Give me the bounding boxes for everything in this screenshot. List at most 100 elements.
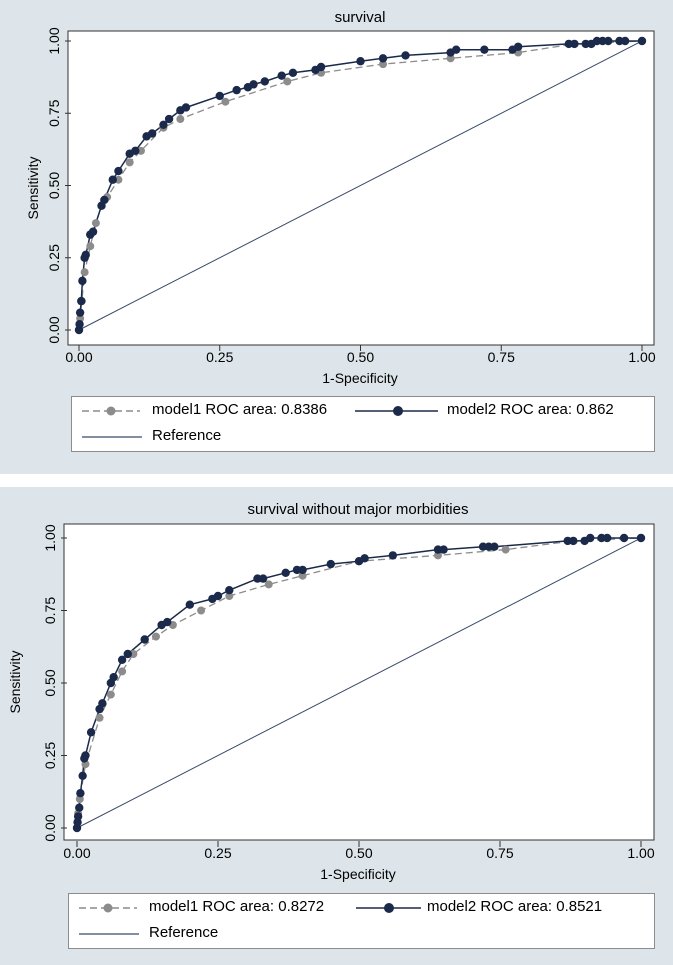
series-point-model2	[316, 62, 326, 72]
y-tick-label: 1.00	[46, 27, 62, 54]
series-point-model1	[106, 690, 115, 699]
series-point-model2	[100, 195, 109, 205]
series-point-model2	[185, 600, 194, 609]
x-tick-label: 0.00	[65, 349, 92, 365]
series-point-model2	[81, 250, 90, 260]
series-point-model2	[356, 57, 365, 66]
series-point-model2	[249, 80, 258, 89]
legend-model1-label: model1 ROC area: 0.8386	[152, 401, 328, 418]
y-tick-label: 1.00	[42, 524, 58, 551]
series-point-model2	[490, 542, 499, 551]
series-point-model1	[176, 115, 185, 124]
series-point-model2	[114, 166, 123, 176]
x-tick-label: 1.00	[627, 845, 654, 861]
series-point-model2	[298, 565, 307, 575]
x-tick-label: 0.75	[488, 349, 515, 365]
plot-markers	[74, 36, 647, 335]
series-point-model1	[91, 219, 100, 228]
series-point-model2	[81, 751, 90, 760]
series-point-model2	[76, 789, 85, 798]
legend-reference-label: Reference	[149, 924, 219, 941]
series-point-model1	[264, 580, 273, 589]
series-point-model1	[379, 60, 388, 69]
y-tick-label: 0.75	[42, 597, 58, 624]
series-point-model1	[95, 713, 104, 722]
series-point-model2	[604, 36, 613, 46]
series-point-model1	[298, 571, 307, 580]
x-tick-label: 0.50	[345, 845, 372, 861]
series-point-model2	[570, 39, 579, 49]
series-line-reference	[76, 537, 642, 829]
y-tick-label: 0.00	[42, 814, 58, 841]
series-point-model2	[258, 574, 268, 583]
series-point-model1	[283, 77, 292, 86]
series-point-model2	[77, 296, 86, 306]
series-point-model1	[151, 632, 160, 641]
series-point-model2	[569, 536, 578, 546]
series-line-model1	[78, 40, 643, 331]
series-point-model1	[197, 606, 206, 615]
series-line-reference	[78, 40, 643, 331]
series-point-model2	[388, 551, 398, 560]
y-tick-label: 0.50	[46, 172, 62, 199]
series-point-model2	[75, 320, 84, 329]
x-axis-label: 1-Specificity	[322, 370, 397, 386]
series-point-model2	[131, 146, 140, 156]
series-point-model2	[108, 175, 117, 184]
series-point-model2	[117, 655, 127, 664]
series-point-model2	[98, 699, 107, 708]
x-axis-label: 1-Specificity	[320, 866, 395, 882]
series-point-model2	[452, 45, 461, 54]
series-point-model2	[260, 77, 269, 86]
series-point-model2	[213, 591, 223, 601]
x-tick-label: 0.25	[206, 349, 233, 365]
axis-ticks: 0.00 0.25 0.50 0.75 1.00 0.00 0.25 0.50 0.75 1.00	[46, 27, 656, 365]
series-point-model2	[181, 103, 191, 112]
chart-panel-survival: survival 0.00 0.25 0.50 0.75 1.00 0.00 0.25 0.5…	[0, 0, 673, 474]
y-tick-label: 0.75	[46, 99, 62, 126]
legend-model2-label: model2 ROC area: 0.862	[447, 401, 614, 418]
series-point-model2	[75, 308, 85, 317]
legend: model1 ROC area: 0.8272 model2 ROC area:…	[68, 893, 655, 949]
legend-model2-label: model2 ROC area: 0.8521	[427, 898, 603, 915]
y-tick-label: 0.25	[46, 244, 62, 271]
series-point-model2	[159, 120, 168, 130]
y-tick-label: 0.00	[46, 316, 62, 343]
y-axis-label: Sensitivity	[25, 156, 41, 219]
series-point-model2	[360, 554, 369, 563]
x-tick-label: 1.00	[628, 349, 655, 365]
series-point-model2	[163, 617, 172, 627]
y-tick-label: 0.50	[42, 669, 58, 696]
roc-chart-survival: survival 0.00 0.25 0.50 0.75 1.00 0.00 0.25 0.5…	[25, 9, 656, 386]
series-point-model2	[620, 36, 630, 46]
series-point-model2	[513, 42, 523, 51]
series-point-model2	[86, 728, 96, 737]
series-point-model1	[221, 97, 230, 106]
plot-area	[63, 523, 655, 841]
legend-model1-marker	[103, 903, 113, 913]
legend-model1-label: model1 ROC area: 0.8272	[149, 898, 325, 915]
series-point-model2	[147, 129, 157, 138]
series-point-model2	[619, 533, 629, 543]
series-point-model2	[277, 71, 286, 80]
series-point-model2	[232, 85, 241, 95]
plot-area	[67, 30, 655, 346]
x-tick-label: 0.50	[347, 349, 374, 365]
y-axis-label: Sensitivity	[7, 650, 23, 713]
series-point-model2	[88, 227, 98, 236]
series-point-model2	[636, 533, 646, 543]
series-point-model2	[78, 276, 87, 286]
x-tick-label: 0.25	[204, 845, 231, 861]
x-tick-label: 0.00	[63, 845, 90, 861]
series-point-model2	[439, 545, 448, 554]
series-point-model2	[288, 68, 298, 77]
series-point-model2	[378, 54, 388, 63]
series-point-model2	[401, 51, 410, 60]
series-point-model1	[125, 158, 134, 167]
chart-panel-survival-without-major-morbidities: survival without major morbidities 0.00 0…	[0, 487, 673, 965]
roc-chart-survival-without-major-morbidities: survival without major morbidities 0.00 0…	[7, 501, 655, 882]
series-point-model2	[75, 803, 84, 812]
series-point-model1	[446, 54, 455, 63]
series-point-model1	[86, 242, 95, 251]
chart-title: survival	[335, 9, 386, 26]
